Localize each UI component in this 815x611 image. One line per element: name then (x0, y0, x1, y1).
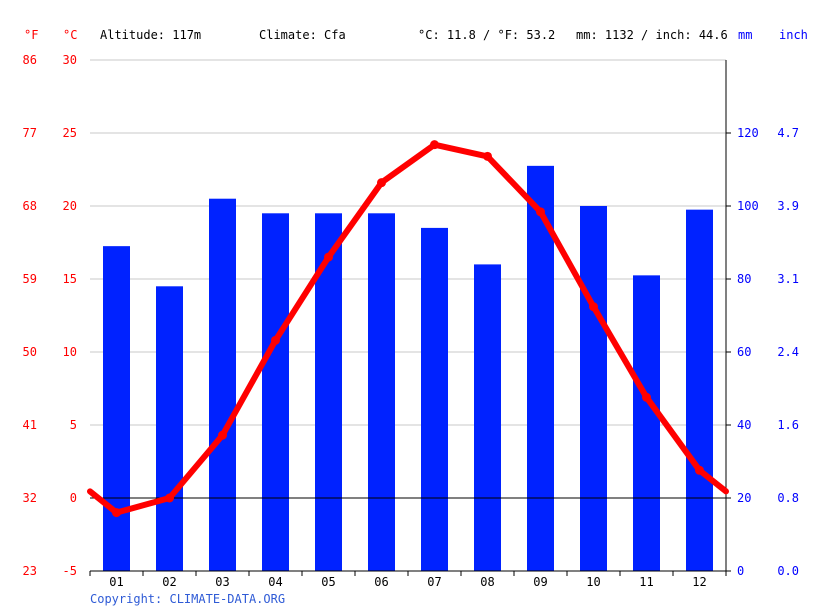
precipitation-bar (633, 275, 660, 571)
inch-tick-label: 4.7 (777, 126, 799, 140)
month-tick-label: 06 (374, 575, 388, 589)
month-tick-label: 03 (215, 575, 229, 589)
celsius-unit-label: °C (63, 28, 78, 42)
month-tick-label: 02 (162, 575, 176, 589)
fahrenheit-tick-label: 50 (23, 345, 37, 359)
precipitation-bar (474, 264, 501, 571)
month-tick-label: 08 (480, 575, 494, 589)
temperature-point (377, 178, 386, 188)
celsius-tick-label: 25 (63, 126, 77, 140)
fahrenheit-tick-label: 23 (23, 564, 37, 578)
precipitation-bar (103, 246, 130, 571)
average-temperature-label: °C: 11.8 / °F: 53.2 (418, 28, 556, 42)
month-tick-label: 11 (639, 575, 653, 589)
mm-tick-label: 20 (737, 491, 751, 505)
mm-tick-label: 40 (737, 418, 751, 432)
temperature-point (165, 493, 174, 503)
precipitation-bar (262, 213, 289, 572)
inch-tick-label: 3.1 (777, 272, 799, 286)
month-tick-label: 05 (321, 575, 335, 589)
mm-tick-label: 100 (737, 199, 759, 213)
mm-tick-label: 120 (737, 126, 759, 140)
precipitation-total-label: mm: 1132 / inch: 44.6 (576, 28, 728, 42)
mm-tick-label: 80 (737, 272, 751, 286)
fahrenheit-tick-label: 68 (23, 199, 37, 213)
temperature-point (483, 151, 492, 161)
temperature-point (271, 335, 280, 345)
precipitation-bar (368, 213, 395, 572)
mm-unit-label: mm (738, 28, 753, 42)
precipitation-bar (580, 206, 607, 571)
fahrenheit-tick-label: 59 (23, 272, 37, 286)
month-tick-label: 09 (533, 575, 547, 589)
month-tick-label: 10 (586, 575, 600, 589)
precipitation-bar (156, 286, 183, 571)
fahrenheit-tick-label: 86 (23, 53, 37, 67)
temperature-point (536, 207, 545, 217)
fahrenheit-tick-label: 41 (23, 418, 37, 432)
temperature-point (324, 252, 333, 262)
mm-tick-label: 60 (737, 345, 751, 359)
fahrenheit-tick-label: 77 (23, 126, 37, 140)
altitude-label: Altitude: 117m (100, 28, 202, 42)
celsius-tick-label: 10 (63, 345, 77, 359)
temperature-point (218, 430, 227, 440)
inch-tick-label: 0.8 (777, 491, 799, 505)
precipitation-bar (686, 209, 713, 571)
celsius-tick-label: -5 (63, 564, 77, 578)
precipitation-bar (209, 198, 236, 571)
temperature-point (642, 392, 651, 402)
inch-tick-label: 0.0 (777, 564, 799, 578)
precipitation-bar (421, 227, 448, 571)
month-tick-label: 12 (692, 575, 706, 589)
temperature-line (87, 141, 729, 516)
celsius-tick-label: 15 (63, 272, 77, 286)
inch-tick-label: 3.9 (777, 199, 799, 213)
fahrenheit-tick-label: 32 (23, 491, 37, 505)
celsius-tick-label: 5 (70, 418, 77, 432)
celsius-tick-label: 30 (63, 53, 77, 67)
temperature-point (695, 465, 704, 475)
celsius-tick-label: 0 (70, 491, 77, 505)
inch-unit-label: inch (779, 28, 808, 42)
inch-tick-label: 1.6 (777, 418, 799, 432)
temperature-point (589, 302, 598, 312)
month-tick-label: 01 (109, 575, 123, 589)
mm-tick-label: 0 (737, 564, 744, 578)
temperature-point (112, 508, 121, 518)
climate-label: Climate: Cfa (259, 28, 346, 42)
temperature-point (430, 140, 439, 150)
month-tick-label: 04 (268, 575, 282, 589)
month-tick-label: 07 (427, 575, 441, 589)
celsius-tick-label: 20 (63, 199, 77, 213)
fahrenheit-unit-label: °F (24, 28, 39, 42)
inch-tick-label: 2.4 (777, 345, 799, 359)
copyright-text: Copyright: CLIMATE-DATA.ORG (90, 592, 286, 606)
